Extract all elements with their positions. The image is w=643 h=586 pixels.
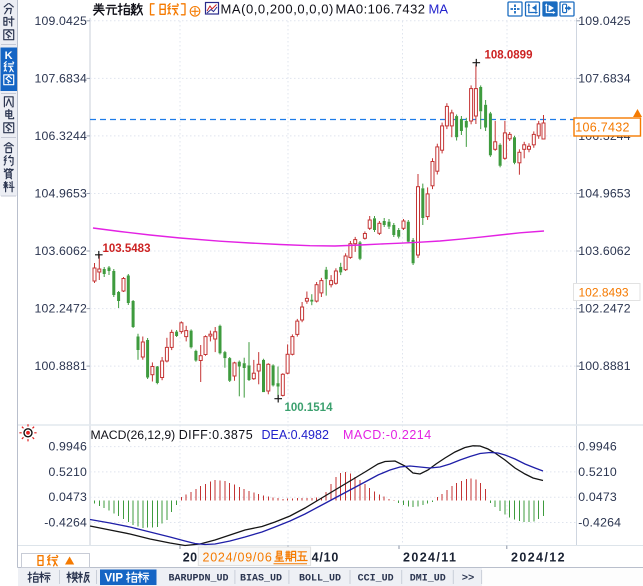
svg-text:109.0425: 109.0425 [35, 14, 88, 28]
svg-text:K: K [5, 50, 13, 62]
svg-text:0.0473: 0.0473 [48, 490, 87, 504]
svg-text:MACD:-0.2214: MACD:-0.2214 [343, 428, 432, 442]
svg-text:106.3244: 106.3244 [35, 129, 88, 143]
svg-text:20: 20 [183, 551, 198, 565]
svg-text:0.9946: 0.9946 [48, 440, 87, 454]
svg-text:0.9946: 0.9946 [578, 440, 617, 454]
svg-text:-0.4264: -0.4264 [44, 516, 87, 530]
svg-text:MA(0,0,200,0,0,0): MA(0,0,200,0,0,0) [221, 2, 334, 17]
svg-text:100.1514: 100.1514 [285, 402, 334, 414]
svg-text:102.2472: 102.2472 [35, 302, 88, 316]
svg-text:DMI_UD: DMI_UD [410, 574, 446, 585]
svg-text:0.5210: 0.5210 [578, 465, 617, 479]
svg-text:BIAS_UD: BIAS_UD [240, 574, 282, 585]
svg-text:102.2472: 102.2472 [578, 302, 631, 316]
svg-text:103.5483: 103.5483 [103, 243, 151, 255]
svg-text:100.8881: 100.8881 [578, 359, 631, 373]
svg-text:DIFF:0.3875: DIFF:0.3875 [179, 428, 253, 442]
svg-text:2024/11: 2024/11 [403, 551, 457, 565]
svg-text:>>: >> [462, 573, 475, 585]
svg-text:2024/09/06: 2024/09/06 [203, 551, 273, 565]
svg-text:2024/12: 2024/12 [511, 551, 566, 565]
svg-text:-0.4264: -0.4264 [578, 516, 621, 530]
svg-text:107.6834: 107.6834 [578, 71, 631, 85]
svg-text:0.5210: 0.5210 [48, 465, 87, 479]
svg-text:102.8493: 102.8493 [579, 286, 629, 300]
svg-text:MA0:106.7432: MA0:106.7432 [336, 2, 426, 17]
svg-text:4/10: 4/10 [312, 551, 340, 565]
svg-text:104.9653: 104.9653 [35, 187, 88, 201]
svg-text:107.6834: 107.6834 [35, 71, 88, 85]
svg-text:109.0425: 109.0425 [578, 14, 631, 28]
svg-text:103.6062: 103.6062 [578, 244, 631, 258]
svg-text:CCI_UD: CCI_UD [358, 574, 394, 585]
svg-text:VIP: VIP [105, 573, 124, 585]
svg-text:BOLL_UD: BOLL_UD [299, 574, 341, 585]
svg-text:106.7432: 106.7432 [575, 121, 630, 135]
svg-text:0.0473: 0.0473 [578, 490, 617, 504]
svg-text:BARUPDN_UD: BARUPDN_UD [168, 574, 228, 585]
svg-text:DEA:0.4982: DEA:0.4982 [262, 428, 329, 442]
svg-text:MACD(26,12,9): MACD(26,12,9) [91, 428, 176, 442]
svg-text:104.9653: 104.9653 [578, 187, 631, 201]
svg-text:103.6062: 103.6062 [35, 244, 88, 258]
svg-text:MA: MA [429, 2, 449, 17]
svg-text:108.0899: 108.0899 [485, 50, 533, 62]
svg-text:100.8881: 100.8881 [35, 359, 88, 373]
